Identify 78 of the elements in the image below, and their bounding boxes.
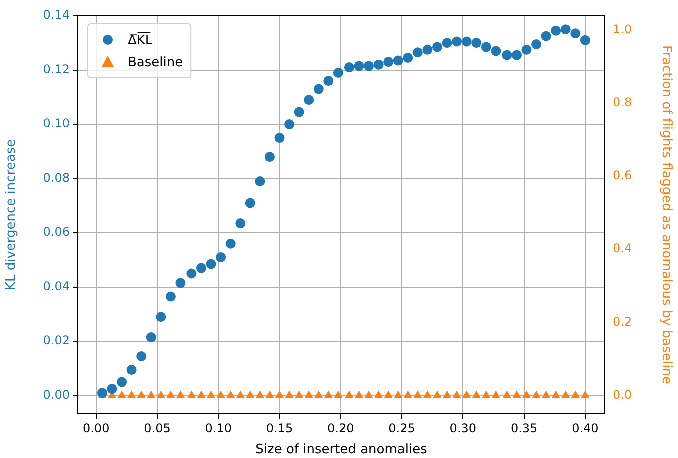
y-tick-label: 0.14 bbox=[43, 8, 70, 22]
point bbox=[403, 53, 414, 64]
x-tick-label: 0.15 bbox=[266, 421, 294, 436]
point bbox=[176, 278, 186, 288]
point bbox=[117, 377, 128, 388]
point bbox=[314, 84, 324, 94]
point bbox=[136, 351, 147, 362]
x-tick-label: 0.00 bbox=[82, 421, 110, 436]
point bbox=[364, 61, 374, 72]
point bbox=[264, 152, 275, 162]
point bbox=[146, 332, 156, 342]
x-tick-label: 0.20 bbox=[328, 421, 354, 436]
point bbox=[393, 56, 404, 66]
legend-label: Δ̅K̅L̅ bbox=[128, 32, 154, 48]
point bbox=[560, 24, 571, 35]
point bbox=[580, 35, 590, 46]
point bbox=[324, 76, 334, 86]
point bbox=[333, 68, 344, 78]
point bbox=[442, 38, 452, 48]
point bbox=[274, 133, 285, 144]
point bbox=[502, 50, 512, 60]
point bbox=[126, 365, 137, 376]
point bbox=[432, 42, 442, 52]
y-tick-label: 0.04 bbox=[43, 279, 70, 294]
point bbox=[304, 95, 314, 106]
point bbox=[206, 259, 216, 270]
point bbox=[422, 44, 433, 55]
x-tick-label: 0.40 bbox=[572, 421, 599, 436]
point bbox=[532, 39, 542, 50]
point bbox=[570, 28, 581, 39]
point bbox=[245, 198, 256, 208]
y-tick-label: 0.00 bbox=[43, 388, 70, 402]
y2-axis-title: Fraction of flights flagged as anomalous by baseline bbox=[658, 46, 674, 384]
point bbox=[374, 60, 384, 70]
x-tick-label: 0.25 bbox=[388, 421, 416, 436]
y2-tick-label: 0.8 bbox=[613, 95, 632, 110]
point bbox=[384, 57, 394, 68]
point bbox=[344, 62, 354, 73]
y-tick-label: 0.08 bbox=[43, 170, 70, 185]
point bbox=[541, 31, 552, 42]
point bbox=[491, 46, 502, 56]
point bbox=[166, 292, 176, 302]
point bbox=[462, 36, 472, 47]
point bbox=[97, 388, 108, 398]
x-tick-label: 0.35 bbox=[510, 421, 538, 436]
x-axis-title: Size of inserted anomalies bbox=[256, 442, 428, 458]
point bbox=[294, 107, 304, 118]
legend-label: Baseline bbox=[128, 55, 184, 70]
point bbox=[522, 44, 532, 55]
point bbox=[551, 26, 562, 36]
y-tick-label: 0.12 bbox=[43, 62, 70, 76]
point bbox=[284, 120, 295, 130]
x-tick-label: 0.10 bbox=[205, 421, 232, 436]
y-tick-label: 0.02 bbox=[43, 334, 70, 348]
x-tick-label: 0.30 bbox=[450, 421, 477, 436]
point bbox=[354, 61, 364, 72]
point bbox=[107, 384, 118, 394]
x-tick-label: 0.05 bbox=[144, 421, 171, 436]
point bbox=[472, 38, 482, 48]
y2-tick-label: 0.4 bbox=[613, 242, 632, 256]
point bbox=[226, 238, 236, 249]
y2-tick-label: 0.6 bbox=[613, 168, 632, 183]
y-axis-title: KL divergence increase bbox=[4, 139, 20, 291]
point bbox=[481, 42, 492, 52]
point bbox=[512, 50, 522, 60]
point bbox=[186, 268, 197, 279]
y2-tick-label: 0.2 bbox=[613, 314, 632, 329]
point bbox=[412, 48, 423, 58]
point bbox=[216, 252, 226, 262]
point bbox=[236, 218, 246, 229]
y2-tick-label: 0.0 bbox=[613, 388, 632, 402]
y-tick-label: 0.06 bbox=[43, 225, 70, 240]
point bbox=[452, 36, 462, 47]
point bbox=[255, 176, 266, 186]
point bbox=[196, 263, 206, 274]
y-tick-label: 0.10 bbox=[43, 116, 70, 131]
point bbox=[156, 312, 166, 322]
y2-tick-label: 1.0 bbox=[613, 22, 632, 36]
